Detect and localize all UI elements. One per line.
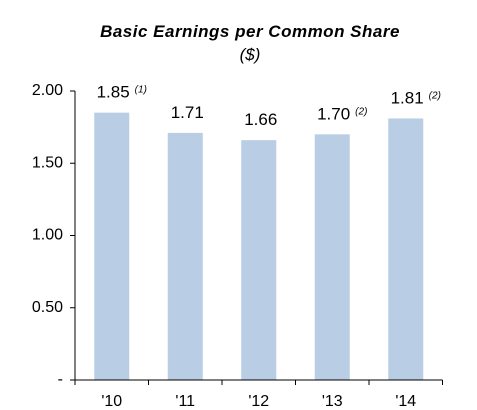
x-tick-label: '12 [248, 393, 269, 410]
data-label-value: 1.71 [171, 103, 204, 122]
x-tick-label: '13 [322, 393, 343, 410]
data-label-note: (2) [429, 90, 441, 101]
data-label: 1.81 (2) [391, 89, 441, 108]
bar [388, 118, 424, 380]
data-label-value: 1.85 [97, 83, 130, 102]
chart-title: Basic Earnings per Common Share [100, 22, 400, 41]
chart-title-block: Basic Earnings per Common Share ($) [90, 20, 410, 66]
data-label-value: 1.70 [317, 105, 350, 124]
chart-title-unit: ($) [239, 45, 261, 64]
data-label-note: (2) [355, 106, 367, 117]
bar [167, 132, 203, 380]
x-tick-label: '14 [395, 393, 416, 410]
y-tick-label: 1.50 [32, 154, 63, 171]
bar [94, 112, 130, 381]
data-label-value: 1.66 [244, 111, 277, 130]
bar [314, 134, 350, 380]
y-tick-label: - [58, 371, 63, 388]
data-label: 1.66 [244, 111, 277, 130]
data-label: 1.70 (2) [317, 105, 367, 124]
data-label-note: (1) [135, 84, 147, 95]
data-label: 1.85 (1) [97, 83, 147, 102]
y-tick-label: 2.00 [32, 82, 63, 99]
x-tick-label: '11 [175, 393, 195, 410]
bar [241, 140, 277, 380]
y-tick-label: 0.50 [32, 299, 63, 316]
data-label-value: 1.81 [391, 89, 424, 108]
data-label: 1.71 [171, 103, 204, 122]
x-tick-label: '10 [101, 393, 122, 410]
y-tick-label: 1.00 [32, 227, 63, 244]
